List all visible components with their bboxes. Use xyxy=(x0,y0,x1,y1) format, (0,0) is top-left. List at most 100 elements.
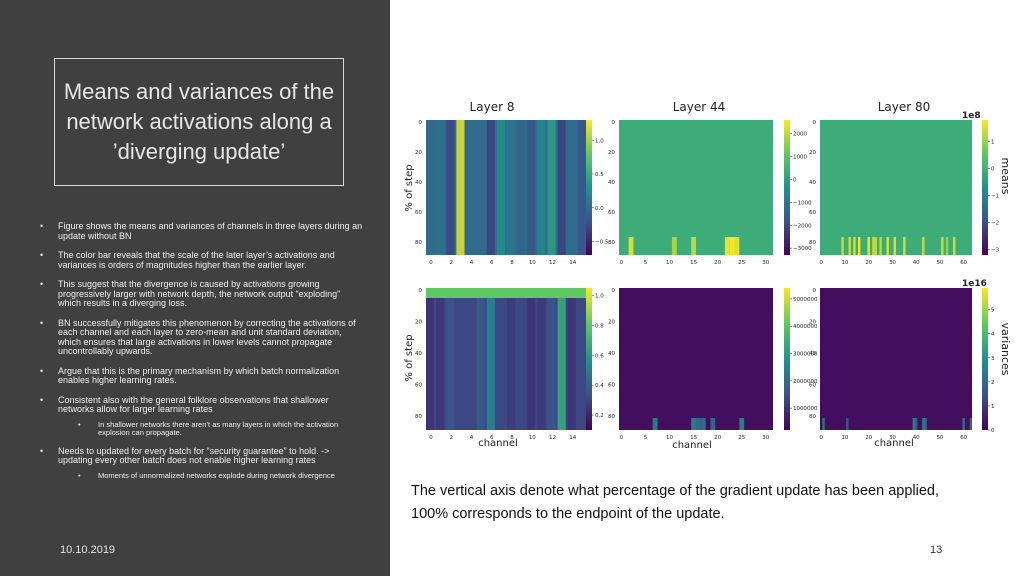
x-tick-label: 30 xyxy=(889,435,896,441)
heatmap-figure: Layer 8 Layer 44 Layer 80 means variances % o… xyxy=(404,100,1012,451)
row-label: means xyxy=(999,158,1012,195)
heatmap-stripe xyxy=(496,120,505,255)
heatmap-panel xyxy=(619,288,773,430)
heatmap-stripe xyxy=(547,288,556,430)
y-tick-label: 20 xyxy=(415,320,422,326)
x-axis-label: channel xyxy=(874,438,914,449)
y-tick-label: 80 xyxy=(809,414,816,420)
heatmap-stripe xyxy=(486,288,495,430)
page-number: 13 xyxy=(930,544,943,556)
heatmap-stripe xyxy=(557,288,566,430)
heatmap-background xyxy=(619,288,773,430)
heatmap-stripe xyxy=(436,120,445,255)
colorbar-tick-label: 1.0 xyxy=(595,293,604,299)
y-tick-label: 60 xyxy=(809,383,816,389)
x-tick-label: 4 xyxy=(470,435,474,441)
y-tick-label: 80 xyxy=(415,240,422,246)
heatmap-stripe xyxy=(527,288,536,430)
colorbar-tick-label: 0.5 xyxy=(595,172,604,178)
bullet-item: Argue that this is the primary mechanism… xyxy=(40,366,365,386)
x-tick-label: 6 xyxy=(490,435,494,441)
x-tick-label: 10 xyxy=(841,435,848,441)
y-tick-label: 40 xyxy=(809,351,816,357)
x-tick-label: 60 xyxy=(960,260,967,266)
x-tick-label: 12 xyxy=(549,260,556,266)
x-tick-label: 25 xyxy=(738,260,745,266)
x-tick-label: 0 xyxy=(819,260,823,266)
heatmap-stripe xyxy=(547,120,556,255)
colorbar-tick-label: 2000 xyxy=(793,132,807,138)
column-title: Layer 80 xyxy=(878,100,931,114)
column-title: Layer 44 xyxy=(673,100,726,114)
colorbar-tick-label: −2000 xyxy=(793,223,812,229)
heatmap-spike xyxy=(879,237,882,255)
y-tick-label: 40 xyxy=(608,180,615,186)
heatmap-panel xyxy=(820,288,973,430)
heatmap-spike xyxy=(691,237,696,255)
bullet-item: The color bar reveals that the scale of … xyxy=(40,250,365,270)
colorbar-tick-label: 5000000 xyxy=(793,297,818,303)
colorbar-tick-label: 0 xyxy=(991,428,995,434)
heatmap-stripe xyxy=(456,120,465,255)
heatmap-stripe xyxy=(517,120,526,255)
heatmap-spike xyxy=(652,418,658,430)
bullet-item: Needs to updated for every batch for “se… xyxy=(40,446,365,466)
heatmap-spike xyxy=(858,237,861,255)
x-tick-label: 0 xyxy=(620,260,624,266)
x-tick-label: 12 xyxy=(549,435,556,441)
heatmap-stripe xyxy=(436,288,445,430)
x-tick-label: 0 xyxy=(429,435,433,441)
y-tick-label: 20 xyxy=(809,150,816,156)
heatmap-panel xyxy=(426,120,588,255)
y-tick-label: 40 xyxy=(415,351,422,357)
x-tick-label: 0 xyxy=(429,260,433,266)
x-tick-label: 40 xyxy=(913,435,920,441)
colorbar-tick-label: 0 xyxy=(991,167,995,173)
heatmap-spike xyxy=(922,237,925,255)
heatmap-spike xyxy=(729,237,735,255)
x-tick-label: 8 xyxy=(510,260,514,266)
heatmap-spike xyxy=(848,237,851,255)
x-tick-label: 14 xyxy=(569,435,576,441)
y-tick-label: 60 xyxy=(809,210,816,216)
colorbar-tick-label: 1 xyxy=(991,404,995,410)
x-tick-label: 10 xyxy=(529,435,536,441)
x-tick-label: 14 xyxy=(569,260,576,266)
x-tick-label: 25 xyxy=(738,435,745,441)
heatmap-spike xyxy=(696,418,701,430)
colorbar xyxy=(784,120,790,255)
x-tick-label: 10 xyxy=(529,260,536,266)
heatmap-spike xyxy=(903,237,906,255)
x-tick-label: 8 xyxy=(510,435,514,441)
column-title: Layer 8 xyxy=(470,100,515,114)
x-tick-label: 20 xyxy=(865,435,872,441)
heatmap-background xyxy=(619,120,773,255)
x-tick-label: 0 xyxy=(819,435,823,441)
heatmap-stripe xyxy=(486,120,495,255)
y-tick-label: 20 xyxy=(415,150,422,156)
bullet-item: BN successfully mitigates this phenomeno… xyxy=(40,318,365,357)
x-tick-label: 4 xyxy=(470,260,474,266)
colorbar-tick-label: 0.2 xyxy=(595,413,604,419)
heatmap-stripe xyxy=(577,120,586,255)
x-tick-label: 2 xyxy=(450,435,454,441)
heatmap-stripe xyxy=(446,120,455,255)
colorbar-tick-label: 5 xyxy=(991,308,995,314)
colorbar-tick-label: −1 xyxy=(991,194,999,200)
x-tick-label: 15 xyxy=(690,260,697,266)
heatmap-spike xyxy=(691,418,696,430)
colorbar xyxy=(982,288,988,430)
heatmap-stripe xyxy=(476,288,485,430)
y-tick-label: 40 xyxy=(415,180,422,186)
y-tick-label: 0 xyxy=(612,288,616,294)
heatmap-panel xyxy=(820,120,972,255)
y-tick-label: 20 xyxy=(809,320,816,326)
y-tick-label: 20 xyxy=(608,150,615,156)
colorbar-tick-label: 2000000 xyxy=(793,379,818,385)
heatmap-spike xyxy=(945,237,949,255)
colorbar-tick-label: −2 xyxy=(991,221,999,227)
heatmap-spike xyxy=(822,418,825,430)
x-tick-label: 40 xyxy=(913,260,920,266)
heatmap-stripe xyxy=(537,120,546,255)
heatmap-spike xyxy=(941,237,944,255)
